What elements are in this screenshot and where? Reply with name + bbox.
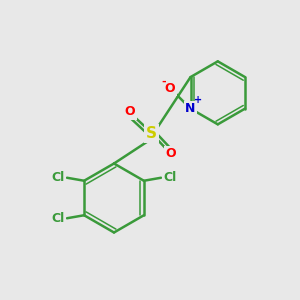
Text: S: S [146, 126, 157, 141]
Text: O: O [124, 105, 135, 119]
Text: N: N [185, 102, 196, 115]
Text: +: + [194, 95, 202, 105]
Text: O: O [166, 147, 176, 161]
Text: Cl: Cl [164, 171, 177, 184]
Text: O: O [165, 82, 176, 95]
Text: Cl: Cl [51, 171, 64, 184]
Text: Cl: Cl [51, 212, 64, 225]
Text: -: - [162, 76, 167, 87]
